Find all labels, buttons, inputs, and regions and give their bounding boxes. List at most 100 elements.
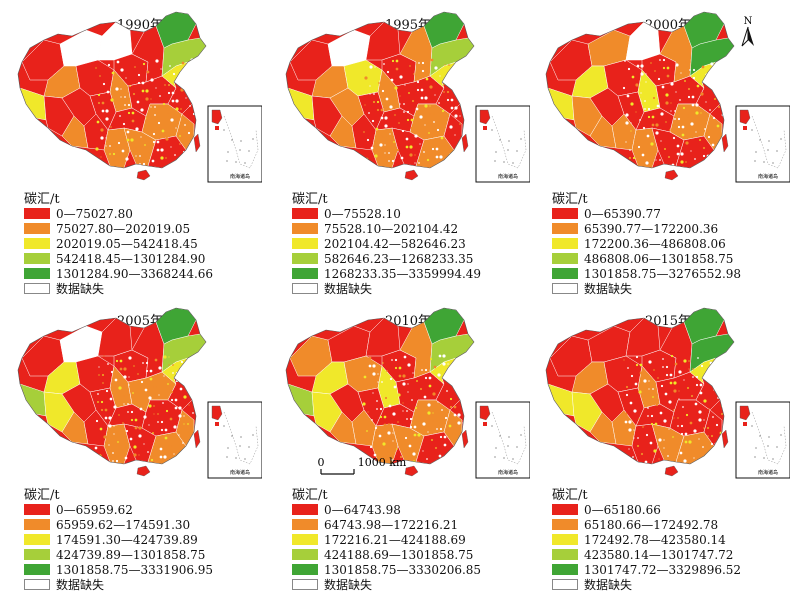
legend-item: 1301858.75—3330206.85 bbox=[292, 562, 481, 577]
legend-item: 0—65390.77 bbox=[552, 206, 741, 221]
legend-item: 423580.14—1301747.72 bbox=[552, 547, 741, 562]
map-panel-2015: 2015年 南海诸岛 碳汇/t 0—65180.66 65180.66—172492.7… bbox=[528, 296, 790, 592]
south-china-sea-inset: 南海诸岛 bbox=[207, 105, 262, 183]
legend-swatch bbox=[552, 504, 578, 515]
legend-swatch bbox=[292, 579, 318, 590]
legend-label: 65390.77—172200.36 bbox=[584, 221, 719, 236]
legend-swatch bbox=[292, 268, 318, 279]
legend-label: 75027.80—202019.05 bbox=[56, 221, 191, 236]
legend-swatch bbox=[552, 549, 578, 560]
legend-swatch bbox=[24, 519, 50, 530]
legend-swatch bbox=[552, 253, 578, 264]
south-china-sea-inset: 南海诸岛 bbox=[735, 401, 790, 479]
legend-label: 1301858.75—3276552.98 bbox=[584, 266, 742, 281]
legend-label: 数据缺失 bbox=[584, 282, 633, 296]
inset-label: 南海诸岛 bbox=[758, 173, 778, 180]
legend: 0—75528.10 75528.10—202104.42 202104.42—58… bbox=[292, 206, 481, 296]
legend-label: 1301747.72—3329896.52 bbox=[584, 562, 742, 577]
north-label: N bbox=[744, 16, 753, 27]
legend-swatch bbox=[292, 519, 318, 530]
legend-title: 碳汇/t bbox=[24, 488, 60, 503]
legend-item: 1301858.75—3276552.98 bbox=[552, 266, 741, 281]
legend-item: 1268233.35—3359994.49 bbox=[292, 266, 481, 281]
legend-item: 542418.45—1301284.90 bbox=[24, 251, 213, 266]
map-region bbox=[443, 113, 463, 151]
legend-swatch bbox=[552, 564, 578, 575]
legend-swatch bbox=[552, 534, 578, 545]
legend-label: 582646.23—1268233.35 bbox=[324, 251, 474, 266]
legend-item: 172216.21—424188.69 bbox=[292, 532, 481, 547]
map-panel-2000: 2000年 南海诸岛 碳汇/t 0—65390.77 65390.77—172200.3… bbox=[528, 0, 790, 296]
map-region bbox=[175, 409, 195, 447]
choropleth-map: 南海诸岛 bbox=[285, 307, 530, 479]
legend-item: 0—65959.62 bbox=[24, 502, 213, 517]
legend-swatch bbox=[24, 253, 50, 264]
choropleth-map: 南海诸岛 bbox=[545, 307, 790, 479]
inset-label: 南海诸岛 bbox=[498, 173, 518, 180]
map-panel-1990: 1990年 南海诸岛 碳汇/t 0—75027.80 75027.80—202019.0… bbox=[0, 0, 262, 296]
legend-swatch bbox=[24, 223, 50, 234]
legend-swatch bbox=[24, 504, 50, 515]
choropleth-map: 南海诸岛 bbox=[17, 11, 262, 183]
scale-bar: 0 1000 km bbox=[316, 454, 456, 484]
map-panel-2010: 2010年 南海诸岛 碳汇/t 0—64743.98 64743.98—172216.2… bbox=[268, 296, 530, 592]
choropleth-map: 南海诸岛 bbox=[17, 307, 262, 479]
legend-swatch bbox=[292, 504, 318, 515]
legend-item: 202019.05—542418.45 bbox=[24, 236, 213, 251]
legend: 0—65390.77 65390.77—172200.36 172200.36—48… bbox=[552, 206, 741, 296]
legend-label: 1301284.90—3368244.66 bbox=[56, 266, 214, 281]
legend-swatch bbox=[552, 223, 578, 234]
legend-item: 0—65180.66 bbox=[552, 502, 741, 517]
legend-item: 174591.30—424739.89 bbox=[24, 532, 213, 547]
legend-swatch bbox=[552, 283, 578, 294]
legend-item: 75027.80—202019.05 bbox=[24, 221, 213, 236]
scale-label: 1000 km bbox=[358, 456, 407, 469]
inset-label: 南海诸岛 bbox=[498, 469, 518, 476]
legend-item: 1301284.90—3368244.66 bbox=[24, 266, 213, 281]
legend-title: 碳汇/t bbox=[292, 488, 328, 503]
north-arrow-icon: N bbox=[738, 14, 758, 48]
legend-label: 202019.05—542418.45 bbox=[56, 236, 198, 251]
legend-label: 65959.62—174591.30 bbox=[56, 517, 191, 532]
legend: 0—75027.80 75027.80—202019.05 202019.05—54… bbox=[24, 206, 213, 296]
legend-label: 0—64743.98 bbox=[324, 502, 401, 517]
legend-item: 424188.69—1301858.75 bbox=[292, 547, 481, 562]
map-region bbox=[443, 409, 463, 447]
legend-swatch bbox=[24, 268, 50, 279]
legend-title: 碳汇/t bbox=[552, 192, 588, 207]
scale-zero: 0 bbox=[318, 456, 325, 469]
legend-swatch bbox=[24, 238, 50, 249]
legend-label: 1268233.35—3359994.49 bbox=[324, 266, 482, 281]
legend-swatch bbox=[24, 208, 50, 219]
legend-title: 碳汇/t bbox=[24, 192, 60, 207]
legend-label: 1301858.75—3330206.85 bbox=[324, 562, 482, 577]
legend-item: 486808.06—1301858.75 bbox=[552, 251, 741, 266]
legend-label: 174591.30—424739.89 bbox=[56, 532, 198, 547]
legend-title: 碳汇/t bbox=[552, 488, 588, 503]
map-panel-2005: 2005年 南海诸岛 碳汇/t 0—65959.62 65959.62—174591.3… bbox=[0, 296, 262, 592]
legend-label: 0—65959.62 bbox=[56, 502, 133, 517]
legend-label: 172216.21—424188.69 bbox=[324, 532, 466, 547]
legend-label: 424739.89—1301858.75 bbox=[56, 547, 206, 562]
legend-swatch bbox=[292, 564, 318, 575]
legend-label: 数据缺失 bbox=[56, 578, 105, 592]
legend-swatch bbox=[292, 238, 318, 249]
legend-label: 486808.06—1301858.75 bbox=[584, 251, 734, 266]
legend-swatch bbox=[292, 534, 318, 545]
legend-swatch bbox=[24, 534, 50, 545]
legend-swatch bbox=[292, 223, 318, 234]
legend-label: 1301858.75—3331906.95 bbox=[56, 562, 214, 577]
legend-swatch bbox=[24, 579, 50, 590]
legend-swatch bbox=[552, 238, 578, 249]
legend-item: 582646.23—1268233.35 bbox=[292, 251, 481, 266]
legend-item: 75528.10—202104.42 bbox=[292, 221, 481, 236]
legend-label: 424188.69—1301858.75 bbox=[324, 547, 474, 562]
legend-item: 202104.42—582646.23 bbox=[292, 236, 481, 251]
legend-item: 172200.36—486808.06 bbox=[552, 236, 741, 251]
legend-swatch bbox=[24, 549, 50, 560]
inset-label: 南海诸岛 bbox=[230, 469, 250, 476]
choropleth-map: 南海诸岛 bbox=[285, 11, 530, 183]
legend-item-missing: 数据缺失 bbox=[24, 281, 213, 296]
legend-label: 0—75528.10 bbox=[324, 206, 401, 221]
legend-label: 172200.36—486808.06 bbox=[584, 236, 726, 251]
